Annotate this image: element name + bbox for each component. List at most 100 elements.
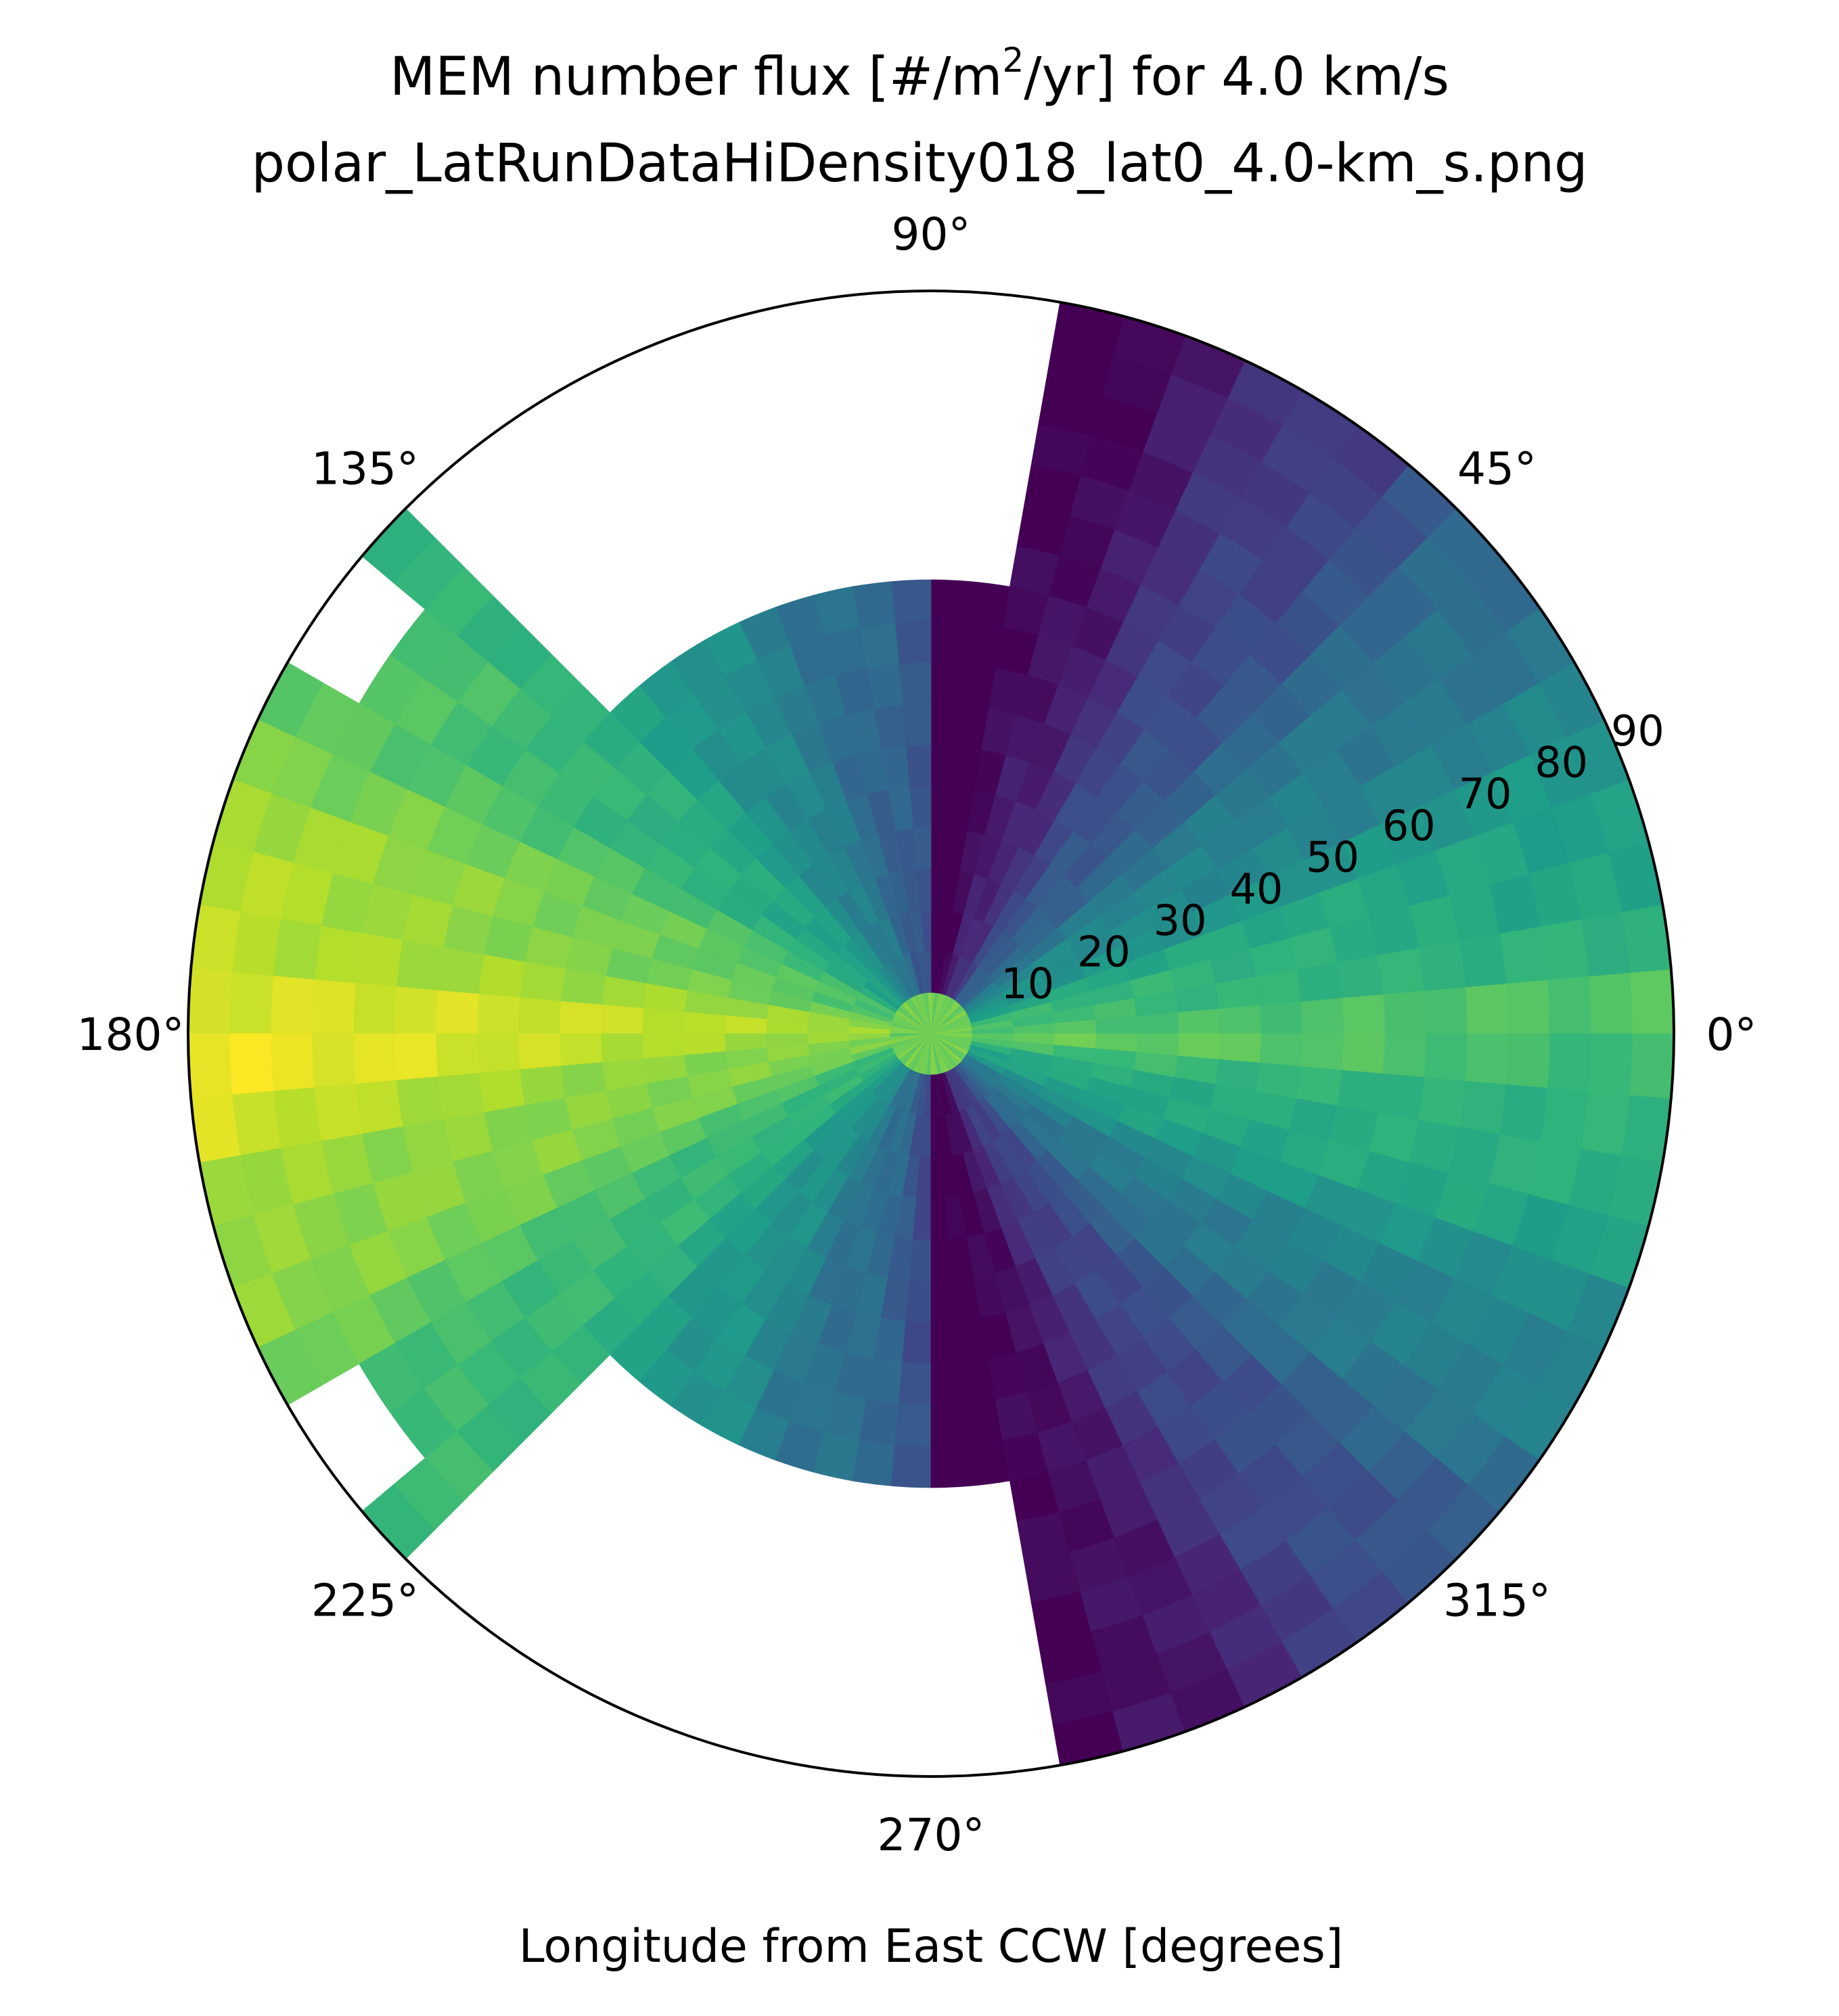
- heatmap-cell: [930, 662, 964, 706]
- heatmap-cell: [1424, 1033, 1468, 1081]
- heatmap-cell: [1459, 1080, 1507, 1135]
- heatmap-cell: [229, 972, 274, 1034]
- radial-tick-label: 90: [1611, 706, 1664, 756]
- heatmap-cell: [930, 785, 953, 829]
- heatmap-cell: [930, 1280, 957, 1323]
- heatmap-cell: [1547, 976, 1592, 1034]
- heatmap-cell: [1378, 947, 1425, 994]
- heatmap-cell: [1418, 1076, 1466, 1128]
- heatmap-cell: [355, 933, 403, 988]
- radial-tick-label: 80: [1535, 738, 1588, 787]
- heatmap-cell: [966, 581, 1010, 628]
- heatmap-cell: [930, 1403, 968, 1447]
- heatmap-cell: [396, 940, 444, 991]
- heatmap-cell: [1506, 1033, 1551, 1089]
- polar-outer-ring: [187, 290, 1675, 1778]
- x-axis-label: Longitude from East CCW [degrees]: [519, 1920, 1344, 1973]
- heatmap-cell: [902, 1321, 932, 1365]
- heatmap-cell: [641, 1008, 685, 1034]
- radial-tick-label: 40: [1229, 864, 1283, 913]
- heatmap-cell: [930, 744, 957, 787]
- heatmap-cell: [1136, 1033, 1179, 1056]
- heatmap-cell: [270, 976, 315, 1034]
- angle-tick-label: 45°: [1457, 443, 1537, 495]
- heatmap-cell: [930, 579, 971, 623]
- heatmap-cell: [1629, 1033, 1675, 1099]
- radial-tick-label: 70: [1459, 769, 1512, 819]
- heatmap-cell: [1506, 979, 1551, 1034]
- heatmap-cell: [1588, 1033, 1633, 1095]
- heatmap-cell: [930, 1321, 960, 1365]
- heatmap-cell: [314, 925, 363, 984]
- heatmap-cell: [518, 997, 562, 1034]
- heatmap-cell: [311, 1033, 356, 1089]
- angle-tick-label: 180°: [77, 1009, 185, 1061]
- heatmap-cell: [1581, 911, 1631, 977]
- heatmap-cell: [1382, 1033, 1427, 1078]
- heatmap-cell: [1629, 968, 1675, 1034]
- angle-tick-labels: 0° 45° 90° 135° 180° 225° 270° 315°: [77, 208, 1757, 1861]
- heatmap-cell: [930, 703, 960, 747]
- heatmap-cell: [963, 622, 1003, 668]
- heatmap-cell: [559, 1001, 603, 1034]
- heatmap-cell: [1337, 955, 1384, 999]
- heatmap-cell: [1259, 1001, 1303, 1034]
- heatmap-cell: [437, 947, 484, 994]
- heatmap-cell: [435, 990, 480, 1034]
- heatmap-cell: [1342, 1033, 1386, 1074]
- heatmap-cell: [1296, 1066, 1343, 1106]
- heatmap-cell: [273, 919, 322, 980]
- heatmap-cell: [905, 1280, 932, 1323]
- heatmap-cell: [1499, 925, 1548, 984]
- heatmap-cell: [1382, 990, 1427, 1034]
- heatmap-cell: [518, 1033, 562, 1070]
- heatmap-cell: [187, 968, 233, 1034]
- heatmap-cell: [478, 1069, 525, 1113]
- heatmap-cell: [355, 1080, 403, 1135]
- heatmap-cell: [641, 1033, 685, 1059]
- heatmap-cell: [229, 1033, 274, 1095]
- heatmap-cell: [273, 1087, 322, 1149]
- radial-tick-label: 10: [1001, 959, 1054, 1008]
- heatmap-cell: [683, 1011, 726, 1034]
- heatmap-cell: [1300, 997, 1344, 1034]
- heatmap-cell: [394, 986, 438, 1034]
- angle-tick-label: 270°: [878, 1809, 985, 1861]
- heatmap-cell: [1547, 1033, 1592, 1092]
- heatmap-cell: [1424, 986, 1468, 1034]
- heatmap-cell: [1337, 1069, 1384, 1113]
- heatmap-cell: [600, 1005, 644, 1034]
- radial-tick-labels: 10 20 30 40 50 60 70 80 90: [1001, 706, 1664, 1009]
- heatmap-cell: [187, 1033, 233, 1099]
- heatmap-cell: [898, 1362, 932, 1406]
- heatmap-cell: [394, 1033, 438, 1081]
- chart-title-line1: MEM number flux [#/m2/yr] for 4.0 km/s: [390, 41, 1449, 108]
- radial-tick-label: 50: [1306, 833, 1359, 882]
- angle-tick-label: 135°: [311, 443, 419, 495]
- heatmap-cell: [852, 1440, 896, 1486]
- heatmap-cell: [852, 581, 896, 628]
- radial-tick-label: 60: [1382, 801, 1436, 850]
- heatmap-cell: [902, 703, 932, 747]
- heatmap-cell: [519, 961, 566, 1002]
- heatmap-cell: [891, 579, 932, 623]
- heatmap-cell: [311, 979, 356, 1034]
- heatmap-cell: [435, 1033, 480, 1078]
- heatmap-cell: [930, 620, 968, 664]
- heatmap-cell: [1588, 972, 1633, 1034]
- heatmap-cell: [476, 994, 520, 1034]
- heatmap-cell: [930, 1444, 971, 1488]
- heatmap-cells: [187, 302, 1675, 1766]
- radial-tick-label: 30: [1154, 896, 1207, 945]
- heatmap-cell: [600, 1033, 644, 1063]
- heatmap-cell: [1465, 1033, 1509, 1084]
- heatmap-cell: [1540, 919, 1589, 980]
- heatmap-cell: [559, 1033, 603, 1067]
- heatmap-cell: [1418, 940, 1466, 991]
- heatmap-cell: [1342, 994, 1386, 1034]
- heatmap-cell: [1459, 933, 1507, 988]
- heatmap-cell: [437, 1073, 484, 1120]
- heatmap-cell: [1540, 1087, 1589, 1149]
- heatmap-cell: [1177, 1008, 1221, 1034]
